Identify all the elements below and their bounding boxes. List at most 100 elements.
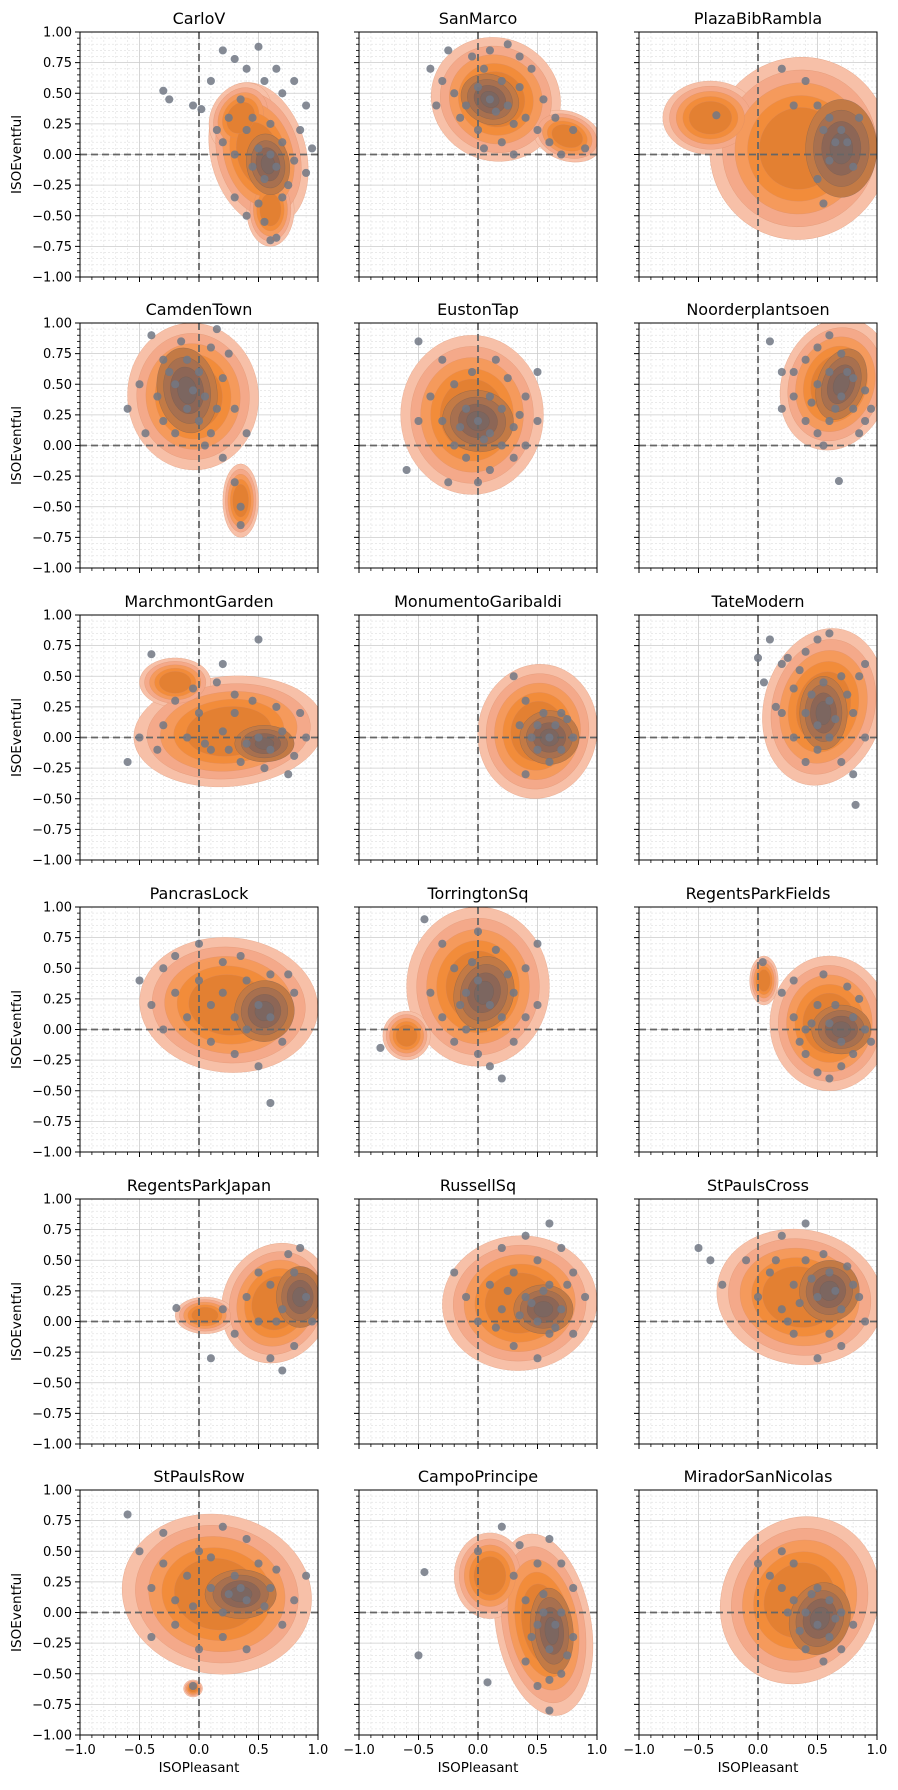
data-point-overlay <box>533 417 542 425</box>
data-point-overlay <box>242 1596 251 1605</box>
data-point <box>521 696 530 705</box>
data-point-overlay <box>509 1571 518 1580</box>
data-point <box>195 709 203 717</box>
data-point <box>302 101 311 110</box>
data-point <box>278 193 287 202</box>
y-tick-label: −1.00 <box>32 562 72 577</box>
data-point <box>135 733 144 742</box>
data-point <box>765 337 774 346</box>
scatter-points <box>509 672 578 779</box>
data-point-overlay <box>551 113 560 122</box>
data-point <box>260 217 269 226</box>
data-point <box>834 477 843 486</box>
panel-title: MarchmontGarden <box>124 592 273 611</box>
data-point <box>837 126 846 134</box>
data-point-overlay <box>302 1571 311 1580</box>
data-point-overlay <box>533 1682 542 1690</box>
data-point <box>159 721 168 730</box>
data-point-overlay <box>272 233 281 242</box>
data-point-overlay <box>789 1596 798 1605</box>
data-point <box>218 988 227 997</box>
data-point-overlay <box>861 660 870 668</box>
data-point <box>474 83 482 92</box>
data-point-overlay <box>474 126 482 134</box>
data-point <box>254 733 263 742</box>
data-point-overlay <box>527 1633 536 1641</box>
data-point-overlay <box>777 709 786 717</box>
data-point-overlay <box>242 126 251 134</box>
data-point-overlay <box>849 162 858 171</box>
data-point-overlay <box>278 1305 287 1314</box>
data-point-overlay <box>485 1062 494 1071</box>
data-point-overlay <box>456 1001 465 1009</box>
data-point <box>135 380 144 389</box>
data-point-overlay <box>521 1657 530 1666</box>
data-point-overlay <box>503 970 512 979</box>
data-point <box>224 745 233 754</box>
data-point <box>236 95 245 104</box>
panel-CarloV: CarloV 1.00 0.75 0.50 0.25 0.00 −0.25 −0.50 −0.7… <box>9 9 319 286</box>
y-tick-label: −0.75 <box>32 1407 72 1422</box>
data-point <box>789 368 798 376</box>
y-tick-label: 1.00 <box>43 901 72 916</box>
data-point-overlay <box>296 709 305 717</box>
density-contours <box>139 937 318 1073</box>
y-tick-label: 0.00 <box>43 1023 72 1038</box>
data-point <box>248 696 257 705</box>
data-point <box>801 417 810 425</box>
data-point-overlay <box>545 138 554 147</box>
data-point <box>290 156 299 165</box>
y-tick-label: 0.00 <box>43 439 72 454</box>
data-point-overlay <box>414 417 423 425</box>
data-point <box>485 429 494 438</box>
panel-PancrasLock: PancrasLock 1.00 0.75 0.50 0.25 0.00 −0.25 −0.5… <box>9 884 319 1161</box>
data-point-overlay <box>159 86 168 95</box>
data-point-overlay <box>515 1541 524 1550</box>
data-point-overlay <box>159 417 168 425</box>
data-point-overlay <box>777 64 786 73</box>
data-point-overlay <box>236 1584 245 1592</box>
data-point-overlay <box>272 1565 281 1574</box>
data-point-overlay <box>135 1547 144 1556</box>
data-point-overlay <box>242 211 251 220</box>
data-point-overlay <box>837 1037 846 1046</box>
data-point-overlay <box>825 1019 834 1028</box>
data-point <box>795 666 804 675</box>
panel-title: MiradorSanNicolas <box>684 1467 833 1486</box>
data-point <box>230 1013 239 1022</box>
y-axis-label: ISOEventful <box>9 698 25 777</box>
data-point-overlay <box>533 721 542 730</box>
data-point <box>855 113 864 122</box>
data-point-overlay <box>147 1584 156 1592</box>
data-point-overlay <box>159 1559 168 1568</box>
data-point-overlay <box>813 101 822 110</box>
data-point <box>539 95 548 104</box>
data-point <box>777 660 786 668</box>
data-point <box>195 368 203 376</box>
data-point-overlay <box>503 101 512 110</box>
data-point-overlay <box>867 404 876 413</box>
data-point <box>819 126 828 134</box>
data-point-overlay <box>569 1329 578 1338</box>
density-contours <box>382 907 550 1067</box>
data-point <box>206 1001 215 1009</box>
data-point-overlay <box>581 1293 590 1301</box>
data-point-overlay <box>426 64 435 73</box>
data-point-overlay <box>545 733 554 742</box>
data-point <box>813 635 822 644</box>
data-point <box>801 355 810 364</box>
data-point-overlay <box>260 217 269 226</box>
data-point-overlay <box>503 40 512 49</box>
data-point <box>861 386 870 395</box>
y-tick-label: 0.75 <box>43 347 72 362</box>
y-tick-label: −0.25 <box>32 1637 72 1652</box>
data-point-overlay <box>266 236 275 245</box>
data-point-overlay <box>819 678 828 687</box>
data-point-overlay <box>224 113 233 122</box>
data-point-overlay <box>795 1626 804 1635</box>
data-point-overlay <box>771 1256 780 1265</box>
data-point <box>801 709 810 717</box>
data-point-overlay <box>438 355 447 364</box>
data-point <box>813 721 822 730</box>
data-point-overlay <box>545 1219 554 1228</box>
